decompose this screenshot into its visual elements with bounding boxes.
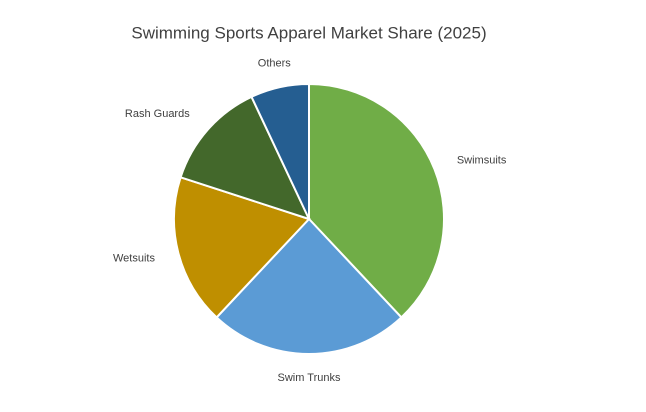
pie-slice [215,217,403,355]
pie-slice [250,82,310,220]
slice-label: Swim Trunks [278,372,341,384]
slice-label: Wetsuits [113,252,155,264]
pie-slice [179,95,311,221]
chart-title: Swimming Sports Apparel Market Share (20… [131,23,486,42]
slice-label: Rash Guards [125,108,190,120]
slice-label: Others [258,58,292,70]
pie-slice [173,176,311,319]
pie-slice [308,82,445,319]
slice-label: Swimsuits [457,154,507,166]
